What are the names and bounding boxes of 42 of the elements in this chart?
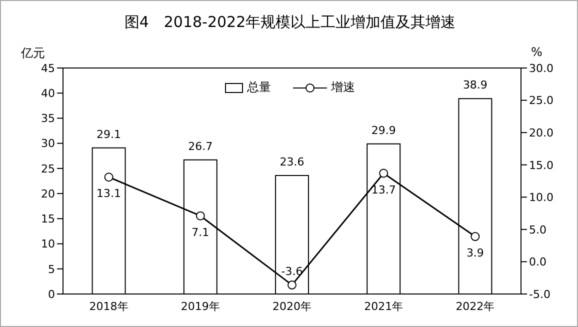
y-tick-label: 45: [41, 62, 55, 75]
x-tick-label: 2018年: [89, 300, 128, 313]
point: [104, 172, 114, 182]
point: [288, 280, 296, 290]
y-tick-label: 40: [41, 87, 55, 100]
legend-label: 总量: [247, 79, 271, 96]
data-label: 3.9: [466, 246, 484, 260]
x-tick-label: 2022年: [456, 300, 495, 313]
data-label: 29.1: [96, 128, 122, 141]
point: [196, 211, 205, 220]
legend-label: 增速: [331, 79, 355, 96]
y-tick-label: 10: [41, 238, 55, 251]
y2-tick-label: 10.0: [529, 191, 554, 204]
chart-title: 图4 2018-2022年规模以上工业增加值及其增速: [123, 13, 457, 32]
point: [379, 168, 388, 178]
x-tick-label: 2019年: [180, 300, 220, 313]
y-tick-label: 5: [48, 262, 55, 276]
y2-tick-label: 15.0: [529, 158, 554, 172]
data-label: 13.7: [371, 183, 396, 196]
y2-tick-label: 20.0: [529, 126, 554, 140]
data-label: 29.9: [371, 124, 396, 137]
y-tick-label: 15: [41, 212, 55, 226]
data-label: 23.6: [280, 155, 304, 168]
data-label: 7.1: [192, 226, 210, 239]
y2-tick-label: 30.0: [529, 62, 554, 75]
data-label: 38.9: [462, 78, 488, 92]
y-tick-label: 0: [48, 288, 55, 301]
data-label: 13.1: [96, 187, 122, 200]
y-tick-label: 35: [41, 112, 55, 126]
y2-tick-label: 25.0: [529, 94, 554, 108]
x-tick-label: 2020年: [272, 300, 312, 313]
y-tick-label: 25: [41, 162, 55, 176]
y2-axis-title: %: [531, 45, 542, 59]
y2-tick-label: -5.0: [529, 288, 550, 301]
data-label: 26.7: [188, 140, 213, 153]
y2-tick-label: 0.0: [529, 256, 546, 269]
y-axis-title: 亿元: [21, 45, 45, 62]
y-tick-label: 20: [41, 187, 55, 200]
x-tick-label: 2021年: [364, 300, 404, 313]
point: [470, 232, 480, 242]
y-tick-label: 30: [41, 137, 55, 150]
y2-tick-label: 5.0: [529, 223, 546, 236]
